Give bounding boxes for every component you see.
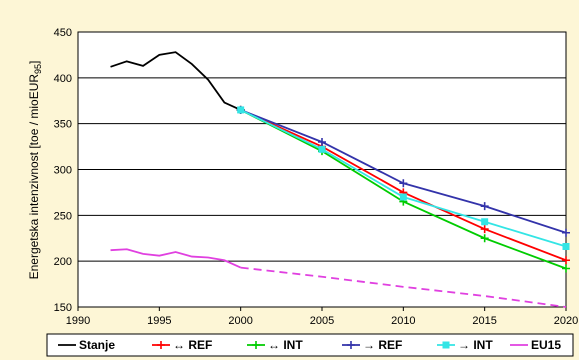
series-5 <box>110 248 567 308</box>
series-5-line-dashed <box>240 266 567 308</box>
series-4 <box>237 106 570 250</box>
legend-label-3: → REF <box>363 338 402 352</box>
x-tick-2010: 2010 <box>391 315 415 327</box>
y-tick-400: 400 <box>54 73 72 85</box>
series-4-point-3 <box>481 218 489 226</box>
y-axis-label-end: ] <box>27 61 41 64</box>
series-2-point-4 <box>562 264 570 273</box>
legend-item-3: → REF <box>342 338 402 352</box>
y-axis-label: Energetska intenzivnost [toe / mioEUR95] <box>27 61 43 280</box>
legend: Stanje ↔ REF ↔ INT → REF → INT EU15 <box>58 338 561 352</box>
y-tick-450: 450 <box>54 27 72 39</box>
legend-label-1: ↔ REF <box>173 338 212 352</box>
x-tick-2005: 2005 <box>310 315 334 327</box>
legend-marker-4 <box>442 341 450 349</box>
x-tick-2020: 2020 <box>554 315 578 327</box>
legend-item-0: Stanje <box>58 338 115 352</box>
legend-label-5: EU15 <box>531 338 561 352</box>
legend-marker-3 <box>347 341 355 349</box>
x-tick-2000: 2000 <box>228 315 252 327</box>
x-tick-1990: 1990 <box>66 315 90 327</box>
y-axis-label-sub: 95 <box>33 64 43 74</box>
x-tick-2015: 2015 <box>472 315 496 327</box>
series-4-point-1 <box>318 145 326 153</box>
y-tick-350: 350 <box>54 119 72 131</box>
legend-box <box>46 333 574 357</box>
series-3-point-2 <box>399 179 408 188</box>
series-lines <box>110 51 570 308</box>
legend-label-4: → INT <box>458 338 493 352</box>
legend-item-4: → INT <box>437 338 493 352</box>
y-tick-150: 150 <box>54 302 72 314</box>
series-5-line-solid <box>110 248 242 269</box>
series-0-line <box>110 51 242 111</box>
legend-item-2: ↔ INT <box>247 338 303 352</box>
legend-item-5: EU15 <box>510 338 561 352</box>
y-tick-labels: 150 200 250 300 350 400 450 <box>54 27 72 314</box>
y-tick-300: 300 <box>54 165 72 177</box>
series-0 <box>110 51 242 111</box>
legend-item-1: ↔ REF <box>152 338 212 352</box>
y-axis-label-main: Energetska intenzivnost [toe / mioEUR <box>27 74 41 280</box>
legend-marker-1 <box>157 341 165 349</box>
series-4-point-4 <box>562 243 570 250</box>
series-1-point-4 <box>562 256 570 265</box>
y-tick-200: 200 <box>54 256 72 268</box>
legend-label-2: ↔ INT <box>268 338 303 352</box>
series-3-point-3 <box>480 202 489 211</box>
legend-marker-2 <box>252 341 260 349</box>
legend-label-0: Stanje <box>79 338 115 352</box>
series-3-point-1 <box>318 138 326 146</box>
series-4-point-0 <box>237 106 245 114</box>
y-tick-250: 250 <box>54 210 72 222</box>
x-tick-1995: 1995 <box>147 315 171 327</box>
series-3 <box>236 105 570 237</box>
series-1-point-3 <box>480 225 489 234</box>
series-3-point-4 <box>562 228 570 237</box>
x-tick-labels: 1990 1995 2000 2005 2010 2015 2020 <box>66 307 578 327</box>
series-4-point-2 <box>399 193 407 201</box>
series-2-point-3 <box>480 234 489 243</box>
